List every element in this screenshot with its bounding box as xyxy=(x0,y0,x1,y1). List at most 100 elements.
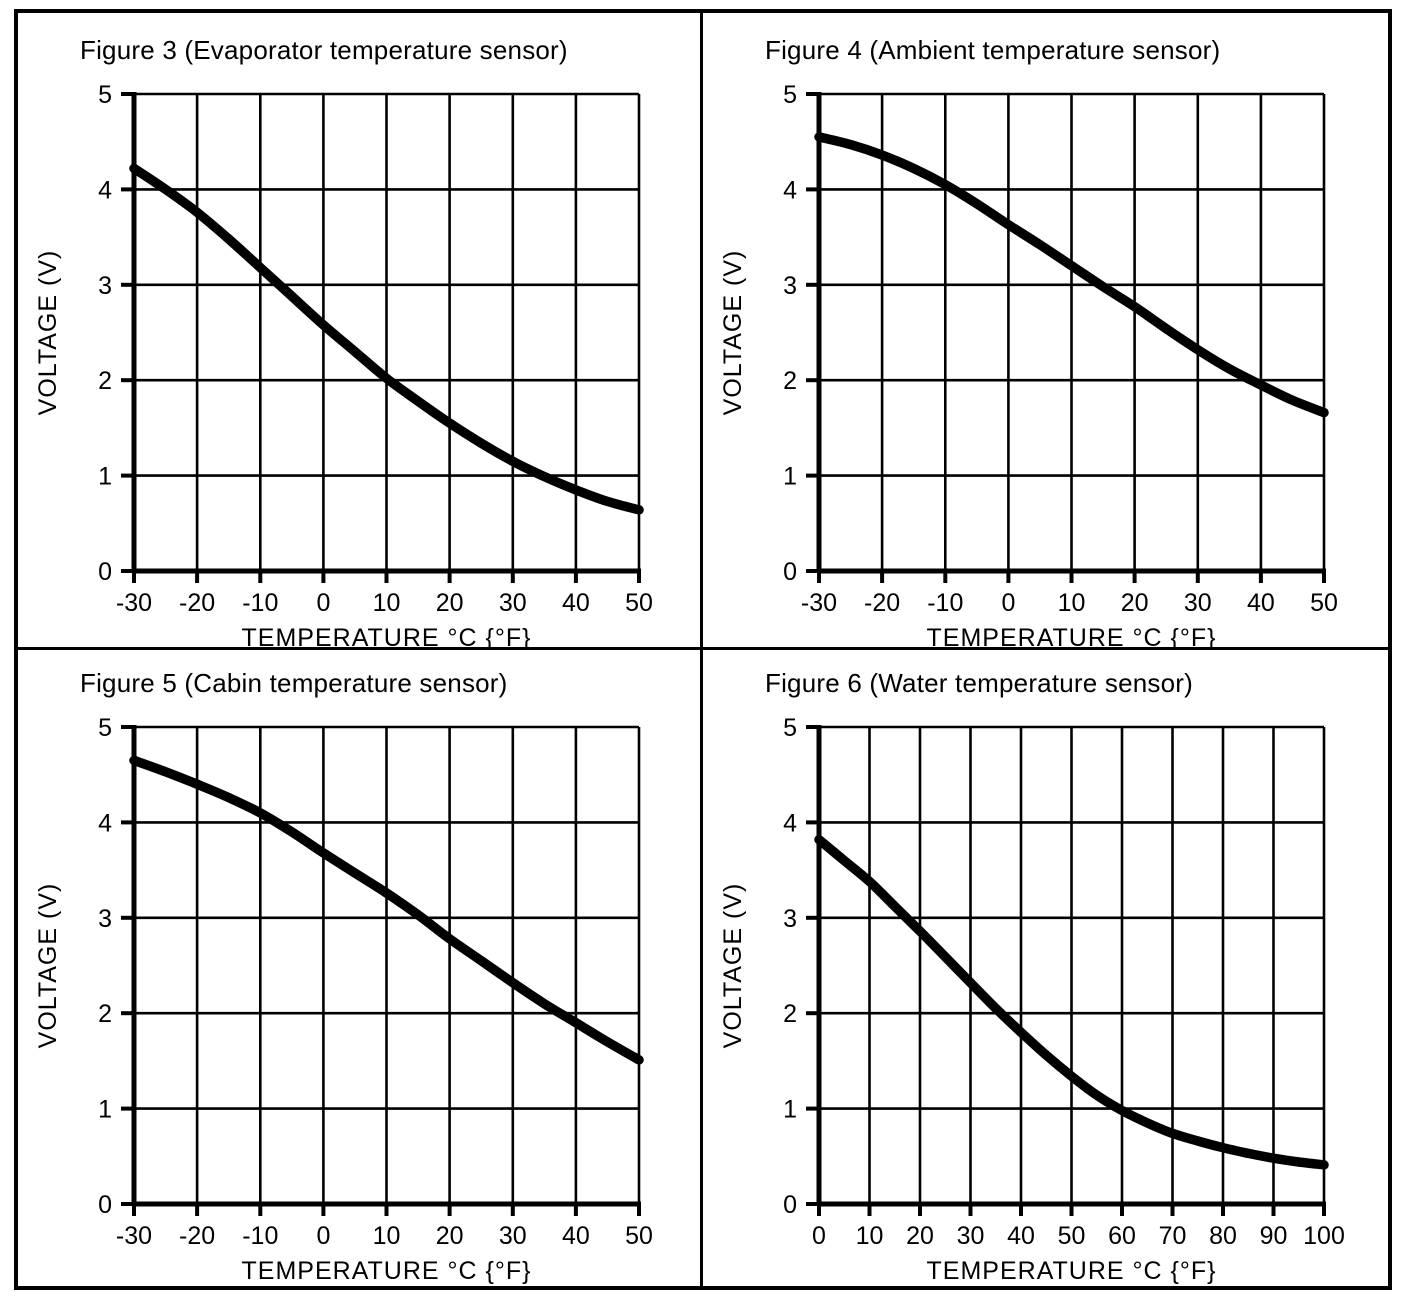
x-tick-label: 40 xyxy=(1007,1222,1035,1250)
x-tick-label: 80 xyxy=(1209,1222,1237,1250)
y-tick-label: 2 xyxy=(783,367,797,395)
panel-figure-3: Figure 3 (Evaporator temperature sensor)… xyxy=(18,13,703,650)
y-tick-label: 0 xyxy=(783,558,797,586)
y-tick-label: 5 xyxy=(783,81,797,109)
x-tick-label: -10 xyxy=(242,1222,278,1250)
y-axis-label: VOLTAGE (V) xyxy=(34,882,62,1048)
x-tick-label: -30 xyxy=(116,589,152,617)
x-tick-label: 20 xyxy=(906,1222,934,1250)
sensor-curve xyxy=(129,755,644,1065)
x-tick-label: -10 xyxy=(242,589,278,617)
figure-5-line-chart: 0 1 2 3 4 5 -30 -20 -10 0 10 20 30 40 50 TEMPERATURE °C… xyxy=(34,714,653,1285)
x-tick-label: -20 xyxy=(179,589,215,617)
x-tick-label: 20 xyxy=(1121,589,1149,617)
y-tick-label: 0 xyxy=(98,1191,112,1219)
grid-lines xyxy=(817,92,1326,573)
x-tick-label: 0 xyxy=(1001,589,1015,617)
panel-figure-4: Figure 4 (Ambient temperature sensor) 0 1… xyxy=(703,13,1388,650)
x-axis-label: TEMPERATURE °C {°F} xyxy=(927,1257,1217,1285)
x-tick-label: 10 xyxy=(373,1222,401,1250)
panel-figure-5: Figure 5 (Cabin temperature sensor) 0 1 2 3… xyxy=(18,649,703,1286)
x-tick-label: -30 xyxy=(801,589,837,617)
y-tick-label: 1 xyxy=(98,1095,112,1123)
sensor-curve-path xyxy=(814,834,1329,1170)
y-tick-label: 5 xyxy=(98,714,112,742)
y-tick-label: 2 xyxy=(98,367,112,395)
x-tick-label: 40 xyxy=(562,589,590,617)
y-tick-label: 2 xyxy=(783,1000,797,1028)
sensor-curve xyxy=(814,834,1329,1170)
sensor-curve-path xyxy=(129,755,644,1065)
y-tick-label: 3 xyxy=(783,272,797,300)
panel-figure-6: Figure 6 (Water temperature sensor) 0 1 2 3… xyxy=(703,650,1388,1287)
x-axis-label: TEMPERATURE °C {°F} xyxy=(927,624,1217,650)
x-axis-label: TEMPERATURE °C {°F} xyxy=(242,1257,532,1285)
x-tick-label: 20 xyxy=(436,1222,464,1250)
x-tick-label: 0 xyxy=(316,1222,330,1250)
y-tick-label: 1 xyxy=(98,463,112,491)
tick-marks xyxy=(121,92,641,583)
figure-3-title: Figure 3 (Evaporator temperature sensor) xyxy=(80,35,568,65)
y-tick-label: 4 xyxy=(783,176,797,204)
sensor-curve xyxy=(129,163,644,515)
y-tick-label: 1 xyxy=(783,1095,797,1123)
figure-3-line-chart: 0 1 2 3 4 5 -30 -20 -10 0 10 20 30 40 50 TEMPERATURE °C… xyxy=(34,81,653,650)
x-tick-label: -20 xyxy=(179,1222,215,1250)
tick-labels: 0 1 2 3 4 5 -30 -20 -10 0 10 20 30 40 50 TEMPERATURE °C… xyxy=(719,81,1338,650)
x-tick-label: 0 xyxy=(812,1222,826,1250)
x-tick-label: 40 xyxy=(1247,589,1275,617)
y-tick-label: 4 xyxy=(98,809,112,837)
x-tick-label: 20 xyxy=(436,589,464,617)
figure-4-line-chart: 0 1 2 3 4 5 -30 -20 -10 0 10 20 30 40 50 TEMPERATURE °C… xyxy=(719,81,1338,650)
grid-lines xyxy=(132,725,641,1205)
tick-labels: 0 1 2 3 4 5 -30 -20 -10 0 10 20 30 40 50 TEMPERATURE °C… xyxy=(34,714,653,1285)
x-tick-label: 90 xyxy=(1260,1222,1288,1250)
y-tick-label: 0 xyxy=(98,558,112,586)
x-tick-label: 10 xyxy=(373,589,401,617)
x-tick-label: 50 xyxy=(1310,589,1338,617)
x-tick-label: 100 xyxy=(1303,1222,1345,1250)
x-tick-label: 50 xyxy=(625,1222,653,1250)
x-tick-label: 40 xyxy=(562,1222,590,1250)
sensor-curve-path xyxy=(129,163,644,515)
y-tick-label: 4 xyxy=(783,809,797,837)
y-axis-label: VOLTAGE (V) xyxy=(719,250,747,416)
tick-marks xyxy=(806,724,1326,1216)
x-tick-label: 30 xyxy=(957,1222,985,1250)
y-tick-label: 1 xyxy=(783,463,797,491)
x-tick-label: 30 xyxy=(499,1222,527,1250)
figure-5-title: Figure 5 (Cabin temperature sensor) xyxy=(80,667,508,698)
y-tick-label: 0 xyxy=(783,1191,797,1219)
y-tick-label: 5 xyxy=(783,714,797,742)
x-tick-label: 60 xyxy=(1108,1222,1136,1250)
figures-frame: Figure 3 (Evaporator temperature sensor)… xyxy=(14,9,1392,1290)
y-tick-label: 3 xyxy=(783,904,797,932)
x-tick-label: 30 xyxy=(499,589,527,617)
y-axis-label: VOLTAGE (V) xyxy=(34,250,62,416)
x-tick-label: 10 xyxy=(1058,589,1086,617)
grid-lines xyxy=(132,92,641,573)
figure-6-title: Figure 6 (Water temperature sensor) xyxy=(765,667,1193,698)
x-tick-label: 50 xyxy=(625,589,653,617)
figure-4-title: Figure 4 (Ambient temperature sensor) xyxy=(765,35,1221,65)
tick-marks xyxy=(806,92,1326,583)
x-tick-label: -10 xyxy=(927,589,963,617)
x-tick-label: 70 xyxy=(1159,1222,1187,1250)
y-axis-label: VOLTAGE (V) xyxy=(719,882,747,1048)
y-tick-label: 3 xyxy=(98,272,112,300)
x-axis-label: TEMPERATURE °C {°F} xyxy=(242,624,532,650)
tick-marks xyxy=(121,724,641,1216)
x-tick-label: -20 xyxy=(864,589,900,617)
sensor-curve-path xyxy=(814,132,1329,418)
x-tick-label: 30 xyxy=(1184,589,1212,617)
x-tick-label: 10 xyxy=(856,1222,884,1250)
y-tick-label: 4 xyxy=(98,176,112,204)
x-tick-label: -30 xyxy=(116,1222,152,1250)
y-tick-label: 2 xyxy=(98,1000,112,1028)
sensor-curve xyxy=(814,132,1329,418)
tick-labels: 0 1 2 3 4 5 -30 -20 -10 0 10 20 30 40 50 TEMPERATURE °C… xyxy=(34,81,653,650)
x-tick-label: 0 xyxy=(316,589,330,617)
